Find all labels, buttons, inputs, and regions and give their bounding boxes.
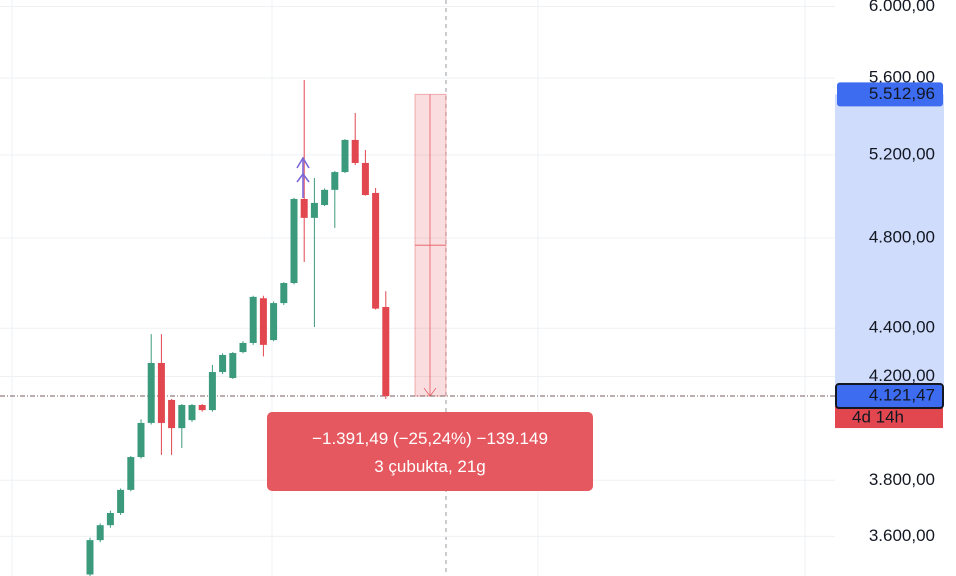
candle-body <box>321 189 329 206</box>
candle-body <box>178 405 186 429</box>
tooltip-line: −1.391,49 (−25,24%) −139.149 <box>312 429 548 448</box>
candle-body <box>127 457 135 490</box>
candle-body <box>372 192 380 309</box>
axis-range <box>835 94 944 397</box>
candle-body <box>147 362 155 423</box>
y-tick-label: 3.600,00 <box>869 526 935 545</box>
candle-body <box>106 512 114 526</box>
candle-body <box>382 306 390 397</box>
measure-tooltip: −1.391,49 (−25,24%) −139.149 3 çubukta, … <box>267 412 593 491</box>
candle-body <box>361 162 369 196</box>
y-tick-label: 4.800,00 <box>869 227 935 246</box>
y-tick-label: 5.600,00 <box>869 68 935 87</box>
y-tick-label: 6.000,00 <box>869 0 935 15</box>
candle-body <box>157 362 165 423</box>
y-tick-label: 3.800,00 <box>869 470 935 489</box>
candle-body <box>300 198 308 218</box>
countdown-label: 4d 14h <box>852 408 904 427</box>
candle-body <box>229 353 237 378</box>
candle-body <box>239 342 247 353</box>
candle-body <box>219 354 227 373</box>
y-tick-label: 4.400,00 <box>869 318 935 337</box>
candle-body <box>137 422 145 458</box>
candle-body <box>208 372 216 411</box>
candle-body <box>117 489 125 513</box>
candle-body <box>249 296 257 343</box>
y-tick-label: 4.200,00 <box>869 366 935 385</box>
candle-body <box>188 405 196 421</box>
candle-body <box>341 139 349 173</box>
candle-body <box>290 198 298 284</box>
y-tick-label: 5.200,00 <box>869 144 935 163</box>
price-label-box <box>837 82 943 107</box>
candle-body <box>270 303 278 341</box>
plot <box>0 6 835 576</box>
candle-body <box>331 172 339 190</box>
candle-body <box>86 540 94 575</box>
candle-body <box>96 525 104 541</box>
countdown-box <box>835 406 943 429</box>
candle-body <box>198 405 206 411</box>
candle-body <box>259 298 267 345</box>
candle-body <box>310 202 318 218</box>
candle-body <box>168 399 176 429</box>
price-label-box <box>835 383 944 410</box>
candle-body <box>280 283 288 304</box>
tooltip-line: 3 çubukta, 21g <box>374 457 486 476</box>
price-label: 4.121,47 <box>869 386 935 405</box>
candle-body <box>351 139 359 163</box>
price-label: 5.512,96 <box>869 84 935 103</box>
